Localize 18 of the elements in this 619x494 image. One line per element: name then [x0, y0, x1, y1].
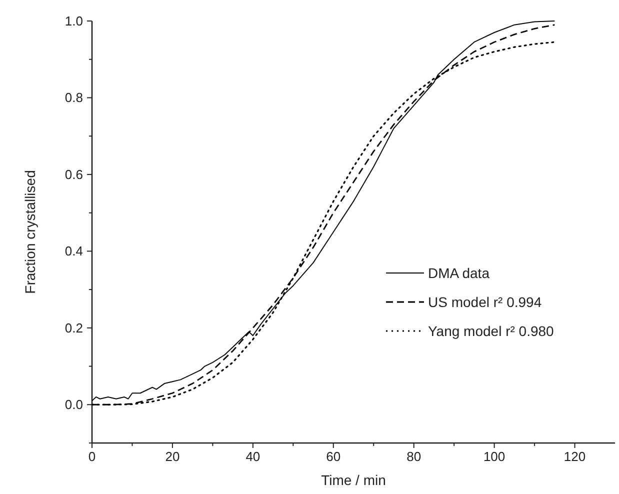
- x-axis-title: Time / min: [321, 472, 386, 488]
- text: 1.0: [64, 14, 83, 28]
- legend-label: US model r² 0.994: [428, 294, 542, 310]
- x-tick-label: 80: [406, 449, 422, 464]
- x-tick-label: 40: [246, 449, 260, 464]
- legend-label: DMA data: [428, 265, 490, 281]
- y-tick-label: 0.4: [64, 244, 83, 259]
- y-tick-label: 0.2: [64, 320, 83, 336]
- x-tick-label: 20: [165, 449, 180, 464]
- x-tick-label: 100: [483, 449, 506, 464]
- x-tick-label: 60: [326, 449, 341, 464]
- x-tick-label: 120: [564, 449, 586, 464]
- legend-label: Yang model r² 0.980: [428, 323, 554, 339]
- y-tick-label: 0.8: [64, 90, 83, 106]
- text: 0.0: [64, 397, 83, 412]
- y-tick-label: 0.6: [64, 166, 83, 182]
- x-tick-label: 0: [88, 449, 96, 464]
- y-axis-title: Fraction crystallised: [22, 170, 38, 294]
